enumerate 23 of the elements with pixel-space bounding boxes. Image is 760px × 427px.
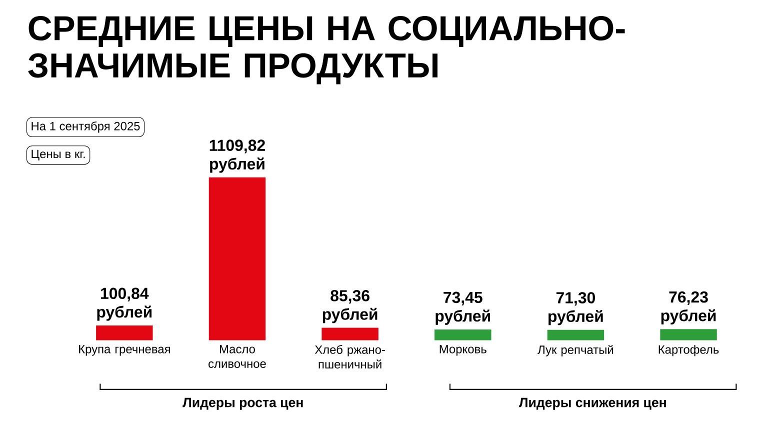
bar [322, 328, 378, 340]
data-label: 1109,82 рублей [210, 140, 265, 173]
bar [660, 328, 717, 340]
x-tick-label: Масло сливочное [208, 344, 266, 368]
bar [208, 177, 266, 340]
x-tick-label: Морковь [440, 344, 486, 356]
x-tick-label: Картофель [658, 344, 719, 356]
x-tick-label: Лук репчатый [538, 344, 614, 356]
data-label: 85,36 рублей [322, 290, 378, 323]
data-label: 71,30 рублей [548, 292, 603, 326]
x-tick-label: Крупа гречневая [79, 344, 170, 356]
text: Цены в кг. [32, 150, 85, 160]
chart-title: СРЕДНИЕ ЦЕНЫ НА СОЦИАЛЬНО-ЗНАЧИМЫЕ ПРОДУКТЫ [28, 16, 625, 84]
bar [547, 330, 604, 340]
data-label: 76,23 рублей [661, 291, 716, 324]
bar [96, 325, 153, 340]
bar [434, 329, 492, 340]
text: Лидеры роста цен [182, 398, 303, 410]
text: На 1 сентября 2025 [32, 121, 140, 133]
data-label: 100,84 рублей [97, 288, 152, 321]
text: Лидеры снижения цен [518, 398, 666, 410]
x-tick-label: Хлеб ржано-пшеничный [314, 344, 385, 368]
data-label: 73,45 рублей [436, 292, 490, 325]
